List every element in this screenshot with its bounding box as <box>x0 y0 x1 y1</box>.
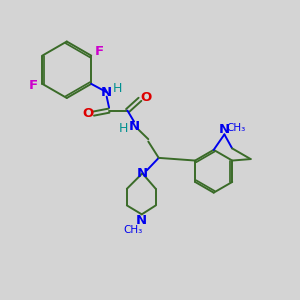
Text: N: N <box>219 122 230 136</box>
Text: CH₃: CH₃ <box>226 123 245 133</box>
Text: O: O <box>140 91 152 104</box>
Text: N: N <box>128 120 140 133</box>
Text: H: H <box>119 122 128 135</box>
Text: O: O <box>82 107 93 120</box>
Text: N: N <box>137 167 148 180</box>
Text: H: H <box>112 82 122 95</box>
Text: N: N <box>101 86 112 99</box>
Text: F: F <box>28 79 38 92</box>
Text: F: F <box>95 45 104 58</box>
Text: N: N <box>136 214 147 227</box>
Text: CH₃: CH₃ <box>123 225 142 235</box>
